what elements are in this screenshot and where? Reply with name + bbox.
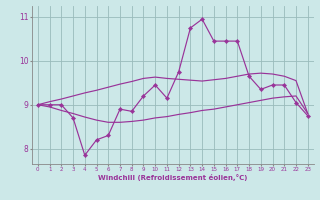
X-axis label: Windchill (Refroidissement éolien,°C): Windchill (Refroidissement éolien,°C) (98, 174, 247, 181)
